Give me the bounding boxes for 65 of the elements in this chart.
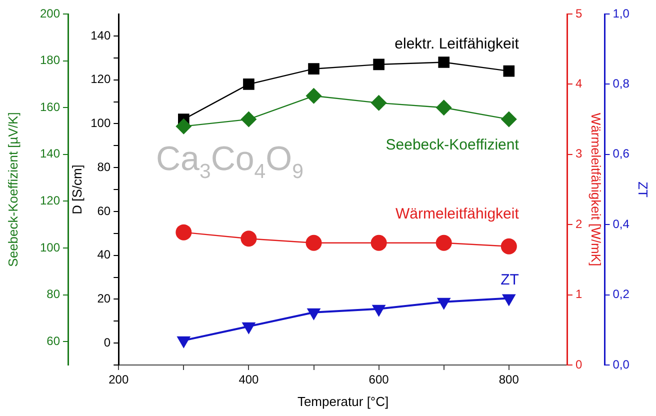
point: [370, 94, 387, 111]
point: [176, 224, 192, 240]
y3-tick-label: 0,2: [612, 287, 630, 302]
annotation: Ca$_{3}$Co$_{4}$O$_{9}$: [156, 140, 304, 184]
point: [436, 234, 452, 251]
point: [308, 63, 320, 74]
point: [436, 298, 451, 310]
point: [436, 100, 452, 116]
point: [242, 322, 256, 334]
x-axis-title: Temperatur [°C]: [297, 394, 389, 409]
y-tick-label: 80: [46, 287, 60, 302]
series-label: elektr. Leitfähigkeit: [394, 35, 520, 52]
y2-tick-label: 5: [575, 6, 582, 20]
point: [176, 118, 192, 134]
y-tick-label: 160: [40, 100, 60, 114]
series-label: ZT: [500, 271, 519, 288]
y-tick-label: 100: [90, 116, 111, 130]
point: [176, 336, 191, 348]
y-tick-label: 120: [40, 194, 60, 208]
y2-tick-label: 1: [575, 287, 582, 302]
y-axis-title: D [S/cm]: [69, 164, 84, 214]
point: [370, 234, 387, 251]
y-tick-label: 140: [90, 28, 111, 42]
y3-tick-label: 0,8: [612, 76, 630, 91]
y2-tick-label: 3: [575, 146, 582, 161]
y-tick-label: 60: [46, 334, 60, 348]
point: [306, 88, 322, 104]
y-tick-label: 0: [104, 335, 111, 350]
point: [372, 304, 386, 317]
y2-axis-title: Wärmeleitfähigkeit [W/mK]: [588, 112, 604, 266]
x-tick-label: 400: [238, 372, 260, 387]
point: [500, 111, 517, 128]
point: [243, 78, 254, 90]
y-tick-label: 120: [90, 72, 111, 86]
y3-tick-label: 0,6: [612, 146, 630, 161]
y-tick-label: 40: [97, 248, 111, 262]
y2-tick-label: 4: [575, 76, 582, 91]
point: [502, 294, 516, 306]
y-tick-label: 200: [40, 6, 60, 20]
y-tick-label: 60: [97, 204, 111, 218]
y3-tick-label: 0,0: [612, 357, 630, 372]
y2-tick-label: 0: [575, 357, 582, 372]
y-tick-label: 100: [40, 240, 60, 254]
x-tick-label: 800: [498, 372, 520, 387]
point: [500, 238, 517, 254]
y3-axis-title: ZT: [636, 182, 651, 198]
point: [503, 65, 515, 77]
y2-tick-label: 2: [575, 216, 582, 231]
y-axis-title: Seebeck-Koeffizient [µV/K]: [5, 112, 20, 267]
x-tick-label: 200: [108, 372, 129, 387]
series-label: Seebeck-Koeffizient: [386, 136, 520, 154]
point: [306, 308, 321, 320]
y3-tick-label: 0,4: [612, 216, 630, 231]
y-tick-label: 180: [40, 53, 60, 68]
y-tick-label: 80: [97, 160, 111, 174]
point: [306, 234, 322, 251]
y3-tick-label: 1,0: [612, 6, 630, 20]
point: [240, 230, 257, 247]
point: [373, 58, 384, 70]
y-tick-label: 140: [40, 146, 60, 161]
point: [240, 111, 257, 128]
series-label: Wärmeleitfähigkeit: [396, 205, 520, 222]
point: [438, 56, 450, 68]
x-tick-label: 600: [368, 372, 390, 387]
y-tick-label: 20: [97, 292, 111, 306]
